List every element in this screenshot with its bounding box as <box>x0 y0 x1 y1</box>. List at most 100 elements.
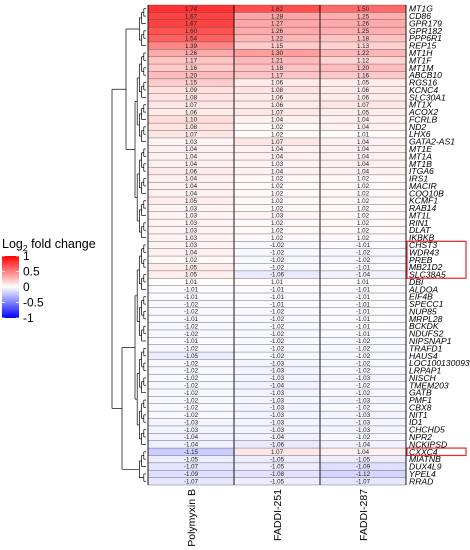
cell-value-label: 1.05 <box>185 272 198 279</box>
cell-value-label: -1.02 <box>356 434 371 441</box>
cell-value-label: -1.05 <box>270 479 285 486</box>
heatmap-cell <box>234 86 320 94</box>
gene-label: EIF4B <box>409 292 433 302</box>
cell-value-label: 1.25 <box>357 13 370 20</box>
cell-value-label: -1.02 <box>270 242 285 249</box>
heatmap-cell <box>234 440 320 449</box>
cell-value-label: 1.07 <box>357 102 370 109</box>
cell-value-label: 1.02 <box>357 235 370 242</box>
cell-value-label: 1.67 <box>185 21 198 28</box>
cell-value-label: -1.01 <box>356 287 371 294</box>
heatmap-cell <box>320 300 406 308</box>
cell-value-label: -1.03 <box>270 397 285 404</box>
heatmap-cell <box>148 71 234 79</box>
gene-label: COQ10B <box>409 188 444 198</box>
cell-value-label: 1.08 <box>185 124 198 131</box>
heatmap-cell <box>148 256 234 264</box>
cell-value-label: 1.28 <box>271 13 284 20</box>
gene-label: NDUFS2 <box>409 329 444 339</box>
heatmap-cell <box>148 64 234 72</box>
cell-value-label: 1.02 <box>357 220 370 227</box>
heatmap-cell <box>148 352 234 360</box>
gene-label: RRAD <box>409 476 433 486</box>
heatmap-cell <box>148 182 234 190</box>
heatmap-cell <box>320 41 406 50</box>
heatmap-cell <box>320 293 406 301</box>
cell-value-label: 1.02 <box>357 213 370 220</box>
heatmap-cell <box>234 226 320 234</box>
cell-value-label: 1.04 <box>357 161 370 168</box>
cell-value-label: -1.02 <box>184 383 199 390</box>
heatmap-cell <box>234 278 320 286</box>
cell-value-label: -1.02 <box>270 338 285 345</box>
heatmap-cell <box>234 470 320 478</box>
heatmap-cell <box>148 425 234 434</box>
gene-label: TMEM203 <box>409 380 449 390</box>
cell-value-label: 1.02 <box>357 183 370 190</box>
cell-value-label: -1.02 <box>356 338 371 345</box>
heatmap-cell <box>148 197 234 205</box>
cell-value-label: 1.16 <box>357 72 370 79</box>
gene-label: ND2 <box>409 122 426 132</box>
cell-value-label: -1.02 <box>356 250 371 257</box>
cell-value-label: -1.02 <box>184 375 199 382</box>
cell-value-label: 1.02 <box>357 205 370 212</box>
heatmap-cell <box>148 19 234 28</box>
heatmap-cell <box>148 152 234 161</box>
cell-value-label: 1.62 <box>271 6 284 13</box>
heatmap-cell <box>234 433 320 441</box>
cell-value-label: 1.15 <box>271 43 284 50</box>
heatmap-cell <box>148 167 234 175</box>
heatmap-cell <box>234 101 320 109</box>
heatmap-cell <box>320 455 406 463</box>
cell-value-label: 1.08 <box>271 87 284 94</box>
cell-value-label: 1.02 <box>357 198 370 205</box>
cell-value-label: -1.01 <box>356 309 371 316</box>
heatmap-cell <box>320 137 406 146</box>
legend-title-main: Log <box>2 237 23 251</box>
gene-label: NCKIPSD <box>409 439 447 449</box>
heatmap-cell <box>320 5 406 13</box>
heatmap-cell <box>148 233 234 242</box>
gene-label: TRAFD1 <box>409 343 443 353</box>
heatmap-cell <box>234 78 320 87</box>
heatmap-cell <box>320 322 406 330</box>
heatmap-cell <box>148 12 234 20</box>
legend-color-bar <box>2 256 19 318</box>
heatmap-cell <box>148 123 234 131</box>
gene-label: GATA2-AS1 <box>409 137 455 147</box>
cell-value-label: -1.02 <box>184 390 199 397</box>
cell-value-label: 1.06 <box>185 168 198 175</box>
heatmap-cell <box>148 130 234 138</box>
heatmap-cell <box>320 359 406 367</box>
heatmap-cell <box>320 307 406 316</box>
cell-value-label: -1.01 <box>184 338 199 345</box>
highlight-box <box>406 447 467 457</box>
heatmap-cell <box>320 145 406 153</box>
cell-value-label: -1.01 <box>356 331 371 338</box>
heatmap-cell <box>320 285 406 293</box>
cell-value-label: 1.04 <box>185 250 198 257</box>
cell-value-label: -1.01 <box>184 294 199 301</box>
cell-value-label: -1.02 <box>184 309 199 316</box>
heatmap-cell <box>320 329 406 338</box>
cell-value-label: -1.03 <box>270 412 285 419</box>
cell-value-label: -1.05 <box>184 353 199 360</box>
cell-value-label: -1.07 <box>356 479 371 486</box>
heatmap-cell <box>234 204 320 212</box>
heatmap-cell <box>148 418 234 426</box>
cell-value-label: -1.02 <box>270 331 285 338</box>
heatmap-cell <box>320 389 406 397</box>
gene-label: REP15 <box>409 41 436 51</box>
cell-value-label: 1.05 <box>357 109 370 116</box>
cell-value-label: 1.06 <box>271 95 284 102</box>
cell-value-label: 1.06 <box>185 109 198 116</box>
gene-label: LRPAP1 <box>409 366 442 376</box>
heatmap-cell <box>234 41 320 50</box>
cell-value-label: 1.03 <box>185 242 198 249</box>
heatmap-cell <box>148 226 234 234</box>
gene-label: MRPL28 <box>409 314 443 324</box>
heatmap-cell <box>148 160 234 168</box>
heatmap-cell <box>234 337 320 345</box>
gene-label: MT1L <box>409 210 431 220</box>
